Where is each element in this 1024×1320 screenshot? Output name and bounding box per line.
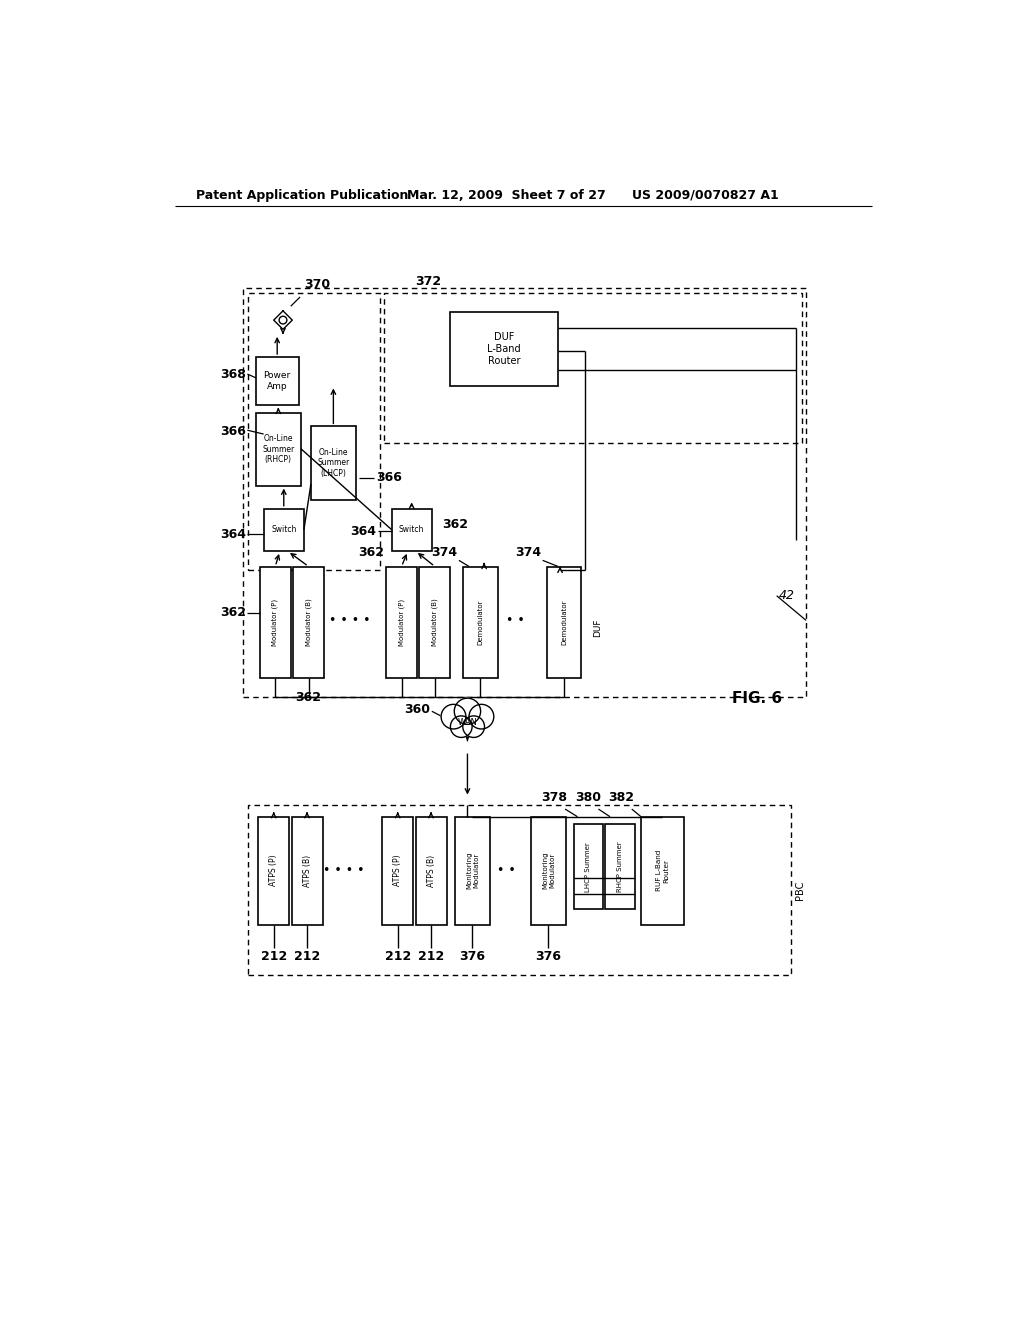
Text: Switch: Switch: [399, 525, 424, 535]
FancyBboxPatch shape: [293, 566, 324, 678]
Text: 380: 380: [574, 791, 601, 804]
Text: WAN: WAN: [458, 718, 477, 727]
Text: 362: 362: [220, 606, 246, 619]
FancyBboxPatch shape: [256, 358, 299, 405]
Text: On-Line
Summer
(LHCP): On-Line Summer (LHCP): [317, 447, 349, 478]
Text: 212: 212: [294, 950, 321, 964]
Text: • •: • •: [497, 865, 515, 878]
Text: 374: 374: [515, 545, 541, 558]
Text: 364: 364: [350, 525, 376, 539]
Text: • • • •: • • • •: [329, 614, 371, 627]
Text: 212: 212: [418, 950, 444, 964]
Text: 382: 382: [608, 791, 634, 804]
Text: Demodulator: Demodulator: [561, 599, 567, 645]
Text: RHCP Summer: RHCP Summer: [617, 841, 624, 892]
Text: 376: 376: [536, 950, 561, 964]
Text: 376: 376: [460, 950, 485, 964]
Text: 366: 366: [220, 425, 246, 438]
Circle shape: [469, 705, 494, 729]
Text: On-Line
Summer
(RHCP): On-Line Summer (RHCP): [262, 434, 295, 463]
Circle shape: [451, 715, 472, 738]
Text: 360: 360: [404, 704, 430, 717]
Circle shape: [463, 715, 484, 738]
Text: Modulator (P): Modulator (P): [272, 599, 279, 645]
FancyBboxPatch shape: [258, 817, 289, 924]
Text: 42: 42: [779, 589, 795, 602]
Text: Patent Application Publication: Patent Application Publication: [197, 189, 409, 202]
Text: • • • •: • • • •: [323, 865, 365, 878]
FancyBboxPatch shape: [391, 508, 432, 552]
Text: 374: 374: [431, 545, 458, 558]
FancyBboxPatch shape: [416, 817, 446, 924]
Text: Power
Amp: Power Amp: [263, 371, 291, 391]
FancyBboxPatch shape: [641, 817, 684, 924]
FancyBboxPatch shape: [260, 566, 291, 678]
FancyBboxPatch shape: [386, 566, 417, 678]
Text: 378: 378: [542, 791, 567, 804]
Text: ATPS (B): ATPS (B): [427, 854, 435, 887]
Text: RUF L-Band
Router: RUF L-Band Router: [655, 850, 669, 891]
Text: 212: 212: [385, 950, 411, 964]
FancyBboxPatch shape: [463, 566, 498, 678]
Text: 366: 366: [376, 471, 401, 484]
Text: 372: 372: [415, 275, 441, 288]
Text: Modulator (P): Modulator (P): [398, 599, 404, 645]
FancyBboxPatch shape: [455, 817, 489, 924]
Text: 212: 212: [260, 950, 287, 964]
Text: DUF: DUF: [593, 619, 602, 638]
Text: ATPS (P): ATPS (P): [269, 855, 279, 887]
FancyBboxPatch shape: [531, 817, 566, 924]
FancyBboxPatch shape: [547, 566, 582, 678]
Text: FIG. 6: FIG. 6: [732, 692, 782, 706]
FancyBboxPatch shape: [420, 566, 451, 678]
Text: 362: 362: [357, 545, 384, 558]
Text: Demodulator: Demodulator: [477, 599, 483, 645]
Text: 362: 362: [296, 692, 322, 705]
Text: ATPS (P): ATPS (P): [393, 855, 402, 887]
FancyBboxPatch shape: [263, 508, 304, 552]
Text: ATPS (B): ATPS (B): [302, 854, 311, 887]
FancyBboxPatch shape: [311, 426, 356, 499]
Text: • •: • •: [506, 614, 525, 627]
Text: Monitoring
Modulator: Monitoring Modulator: [466, 851, 479, 890]
FancyBboxPatch shape: [256, 412, 301, 486]
Text: 362: 362: [442, 517, 469, 531]
FancyBboxPatch shape: [382, 817, 414, 924]
FancyBboxPatch shape: [292, 817, 323, 924]
Text: Modulator (B): Modulator (B): [432, 598, 438, 647]
Text: 368: 368: [220, 367, 246, 380]
Circle shape: [455, 698, 480, 725]
Text: Switch: Switch: [271, 525, 297, 535]
Text: 370: 370: [304, 277, 330, 290]
Text: 364: 364: [220, 528, 246, 541]
FancyBboxPatch shape: [573, 825, 603, 909]
Text: DUF
L-Band
Router: DUF L-Band Router: [487, 333, 520, 366]
Text: Monitoring
Modulator: Monitoring Modulator: [542, 851, 555, 890]
Text: PBC: PBC: [796, 880, 805, 900]
Text: Modulator (B): Modulator (B): [305, 598, 312, 647]
FancyBboxPatch shape: [605, 825, 635, 909]
Text: LHCP Summer: LHCP Summer: [586, 842, 591, 892]
FancyBboxPatch shape: [450, 313, 558, 385]
Text: US 2009/0070827 A1: US 2009/0070827 A1: [632, 189, 778, 202]
Circle shape: [441, 705, 466, 729]
Text: Mar. 12, 2009  Sheet 7 of 27: Mar. 12, 2009 Sheet 7 of 27: [407, 189, 606, 202]
